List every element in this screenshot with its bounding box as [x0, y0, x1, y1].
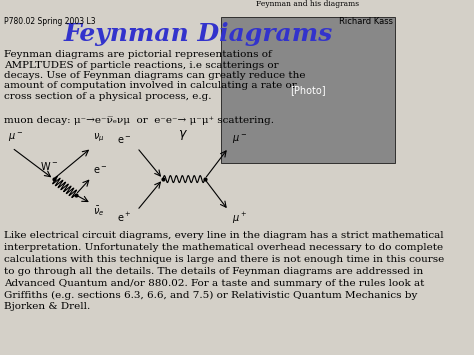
Text: $\mu^-$: $\mu^-$	[232, 133, 247, 146]
Text: Richard Kass: Richard Kass	[339, 17, 393, 26]
Text: $\mu^-$: $\mu^-$	[8, 131, 23, 144]
Text: [Photo]: [Photo]	[290, 85, 326, 95]
Text: e$^-$: e$^-$	[117, 135, 131, 146]
Text: P780.02 Spring 2003 L3: P780.02 Spring 2003 L3	[4, 17, 96, 26]
Text: Feynman diagrams are pictorial representations of
AMPLTUDES of particle reaction: Feynman diagrams are pictorial represent…	[4, 50, 305, 101]
Text: Feynman and his diagrams: Feynman and his diagrams	[256, 0, 360, 9]
Text: e$^+$: e$^+$	[117, 211, 131, 224]
Text: Like electrical circuit diagrams, every line in the diagram has a strict mathema: Like electrical circuit diagrams, every …	[4, 231, 444, 311]
Text: $\nu_\mu$: $\nu_\mu$	[93, 132, 105, 144]
Text: Feynman Diagrams: Feynman Diagrams	[64, 22, 333, 46]
Text: muon decay: μ⁻→e⁻ν̅ₑνμ  or  e⁻e⁻→ μ⁻μ⁺ scattering.: muon decay: μ⁻→e⁻ν̅ₑνμ or e⁻e⁻→ μ⁻μ⁺ sca…	[4, 116, 274, 125]
Text: e$^-$: e$^-$	[93, 165, 108, 176]
Text: $\gamma$: $\gamma$	[178, 129, 188, 142]
Text: W$^-$: W$^-$	[40, 160, 58, 172]
Text: $\bar{\nu}_e$: $\bar{\nu}_e$	[93, 204, 105, 218]
FancyBboxPatch shape	[220, 17, 395, 163]
Text: $\mu^+$: $\mu^+$	[232, 211, 247, 225]
